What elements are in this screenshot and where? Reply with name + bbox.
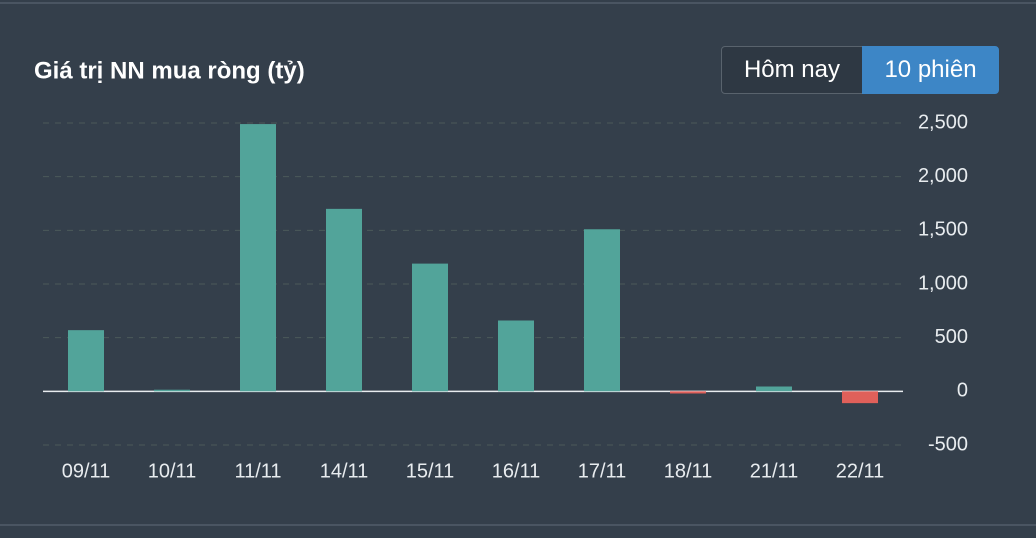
bar — [498, 320, 534, 392]
y-tick-label: 1,000 — [918, 272, 968, 294]
x-tick-label: 09/11 — [62, 460, 111, 482]
bar — [154, 389, 190, 392]
y-tick-label: 0 — [957, 380, 968, 402]
x-tick-label: 14/11 — [320, 460, 369, 482]
x-tick-label: 16/11 — [492, 460, 541, 482]
y-tick-label: -500 — [928, 433, 968, 455]
x-tick-label: 17/11 — [578, 460, 627, 482]
x-tick-label: 18/11 — [664, 460, 713, 482]
bar — [240, 124, 276, 392]
y-tick-label: 1,500 — [918, 219, 968, 241]
today-button[interactable]: Hôm nay — [721, 46, 863, 94]
y-tick-label: 2,000 — [918, 165, 968, 187]
x-tick-label: 11/11 — [234, 460, 281, 482]
x-tick-label: 10/11 — [148, 460, 197, 482]
y-tick-label: 2,500 — [918, 111, 968, 133]
y-tick-label: 500 — [935, 326, 968, 348]
x-tick-label: 21/11 — [750, 460, 799, 482]
sessions-button[interactable]: 10 phiên — [862, 46, 999, 94]
bar — [584, 229, 620, 392]
bar — [326, 208, 362, 392]
chart-title: Giá trị NN mua ròng (tỷ) — [34, 57, 305, 84]
x-tick-label: 15/11 — [406, 460, 455, 482]
bar — [842, 391, 878, 404]
bar — [68, 330, 104, 392]
bar — [670, 391, 706, 394]
bar — [756, 386, 792, 392]
x-tick-label: 22/11 — [836, 460, 885, 482]
bar — [412, 263, 448, 392]
